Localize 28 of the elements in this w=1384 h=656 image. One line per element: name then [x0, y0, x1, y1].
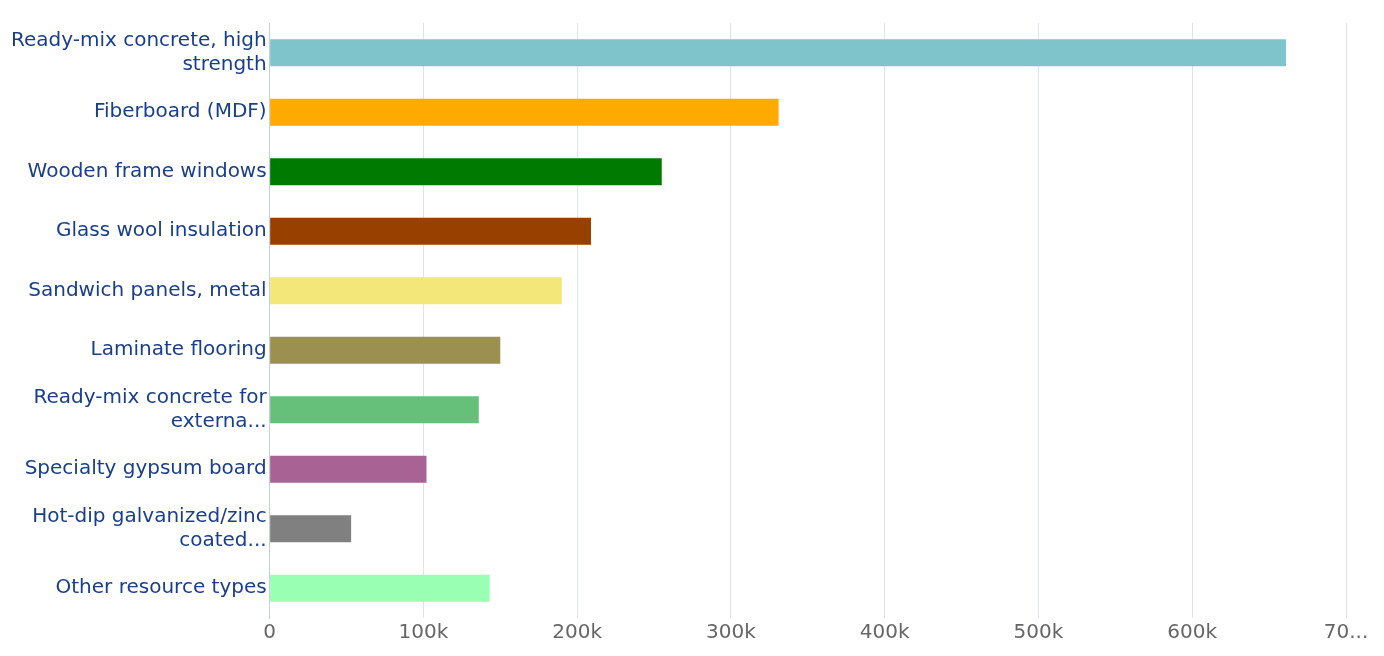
- y-tick-label: Ready-mix concrete for externa...: [33, 383, 268, 432]
- y-tick-label: Sandwich panels, metal: [28, 276, 267, 301]
- x-tick-label: 600k: [1167, 619, 1218, 644]
- x-tick-label: 400k: [859, 619, 910, 644]
- bar: [270, 396, 479, 424]
- x-tick-label: 0: [263, 619, 277, 644]
- x-tick-label: 200k: [552, 619, 603, 644]
- bar: [270, 455, 427, 483]
- y-tick-label: Laminate flooring: [90, 336, 267, 361]
- bar: [270, 574, 490, 602]
- bar: [270, 39, 1287, 67]
- bar: [270, 98, 779, 126]
- x-tick-label: 100k: [398, 619, 449, 644]
- x-tick-label: 500k: [1013, 619, 1064, 644]
- y-tick-label: Ready-mix concrete, high strength: [10, 26, 267, 75]
- y-tick-label: Fiberboard (MDF): [93, 98, 267, 123]
- y-tick-label: Specialty gypsum board: [24, 455, 267, 480]
- bar: [270, 217, 592, 245]
- y-tick-label: Wooden frame windows: [27, 157, 267, 182]
- x-tick-label: 300k: [706, 619, 757, 644]
- y-tick-label: Other resource types: [55, 574, 267, 599]
- bar: [270, 515, 352, 543]
- y-tick-label: Glass wool insulation: [55, 217, 267, 242]
- x-tick-label: 70...: [1323, 619, 1369, 644]
- bar: [270, 277, 562, 305]
- y-tick-label: Hot-dip galvanized/zinc coated...: [32, 502, 267, 551]
- bar: [270, 336, 501, 364]
- bar: [270, 158, 662, 186]
